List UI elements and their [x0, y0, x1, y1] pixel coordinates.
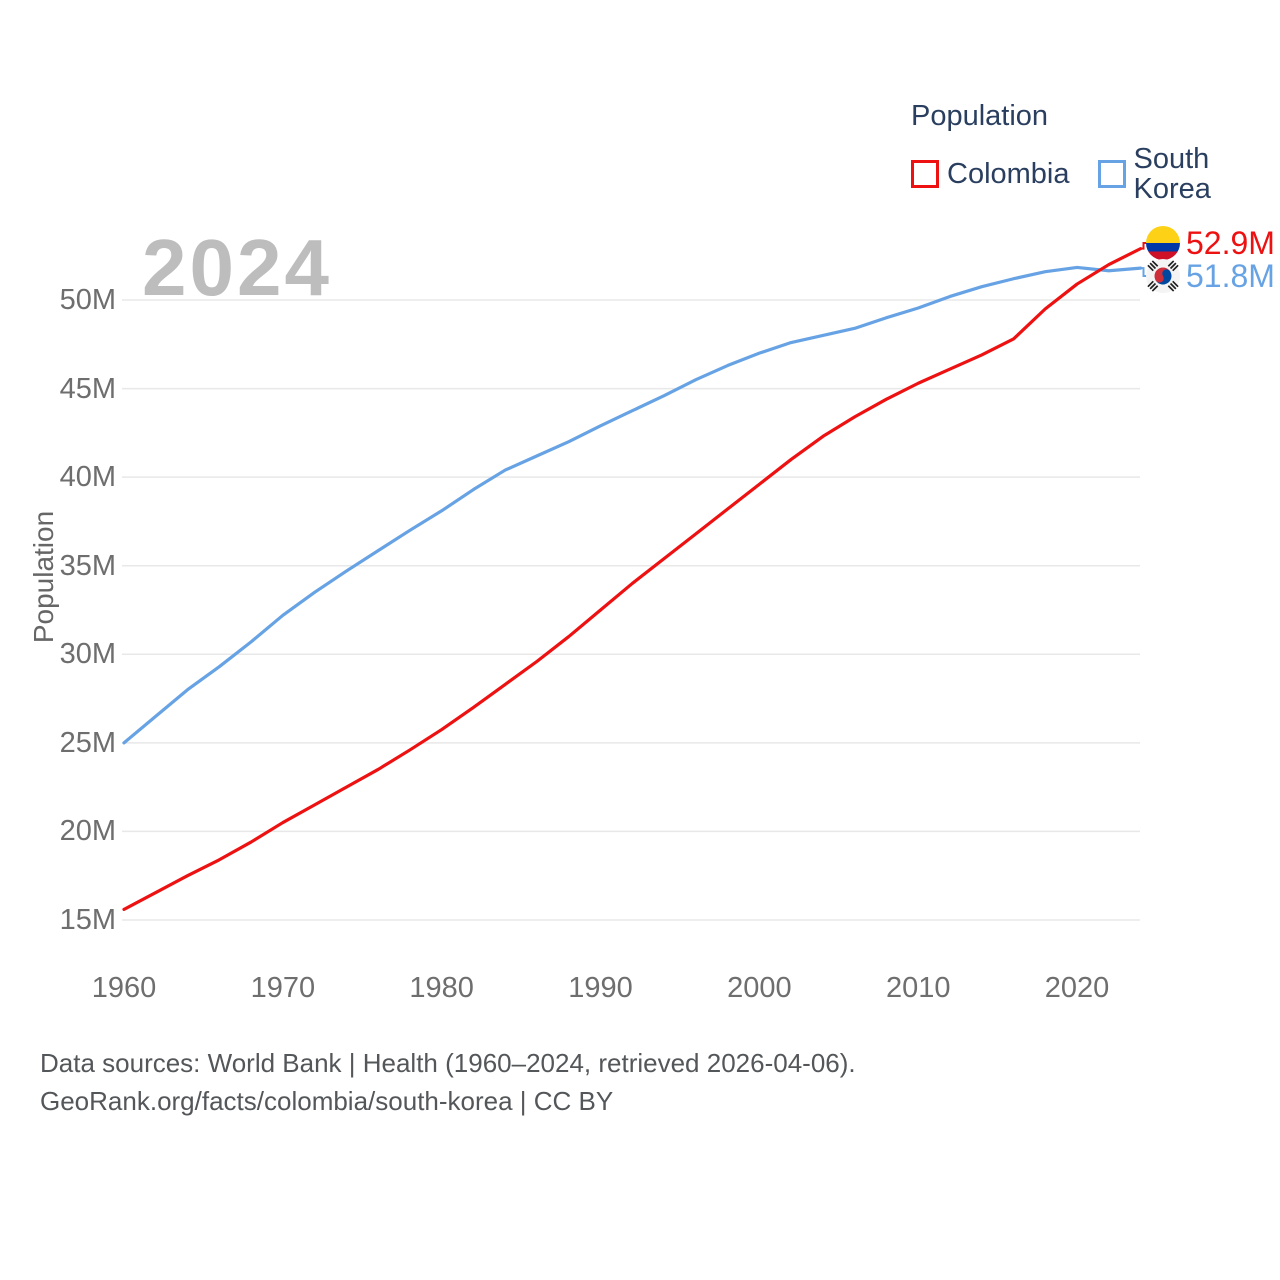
data-source-line1: Data sources: World Bank | Health (1960–…	[40, 1048, 856, 1078]
south-korea-line	[122, 265, 1143, 745]
x-tick-label: 1970	[250, 972, 316, 1004]
colombia-flag-icon	[1146, 226, 1180, 260]
y-tick-label: 20M	[59, 815, 116, 848]
x-tick-label: 1980	[409, 972, 474, 1004]
y-tick-label: 15M	[59, 904, 116, 936]
legend-item-colombia[interactable]: Colombia	[911, 159, 1070, 189]
colombia-label-connector	[1140, 242, 1147, 250]
south-korea-flag-icon	[1146, 259, 1180, 293]
south-korea-swatch-icon	[1097, 160, 1126, 188]
data-source-line2: GeoRank.org/facts/colombia/south-korea |…	[40, 1086, 614, 1116]
south-korea-label-connector	[1140, 267, 1147, 277]
x-tick-label: 2000	[727, 972, 792, 1004]
y-tick-label: 45M	[59, 372, 116, 405]
legend: Population Colombia South Korea	[911, 100, 1280, 204]
y-tick-label: 50M	[59, 284, 116, 316]
end-label-value-south-korea: 51.8M	[1186, 258, 1275, 294]
y-tick-label: 40M	[59, 461, 116, 494]
legend-item-label: Colombia	[947, 158, 1070, 190]
end-label-south-korea: 51.8M	[1146, 259, 1275, 293]
legend-item-label: South Korea	[1133, 143, 1211, 205]
end-label-colombia: 52.9M	[1146, 226, 1275, 260]
y-tick-label: 35M	[59, 549, 116, 582]
x-tick-label: 1990	[568, 972, 633, 1004]
x-tick-label: 2010	[885, 972, 951, 1004]
legend-title: Population	[911, 100, 1049, 132]
end-label-value-colombia: 52.9M	[1186, 225, 1275, 261]
colombia-swatch-icon	[911, 160, 939, 188]
legend-item-south-korea[interactable]: South Korea	[1097, 143, 1280, 205]
legend-items: Colombia South Korea	[911, 144, 1280, 204]
data-source-note: Data sources: World Bank | Health (1960–…	[40, 1044, 856, 1120]
y-tick-label: 25M	[59, 726, 116, 759]
y-tick-label: 30M	[59, 638, 116, 671]
x-tick-label: 1960	[91, 972, 157, 1004]
year-watermark: 2024	[142, 223, 332, 312]
x-tick-label: 2020	[1044, 972, 1110, 1004]
colombia-line	[122, 247, 1143, 911]
